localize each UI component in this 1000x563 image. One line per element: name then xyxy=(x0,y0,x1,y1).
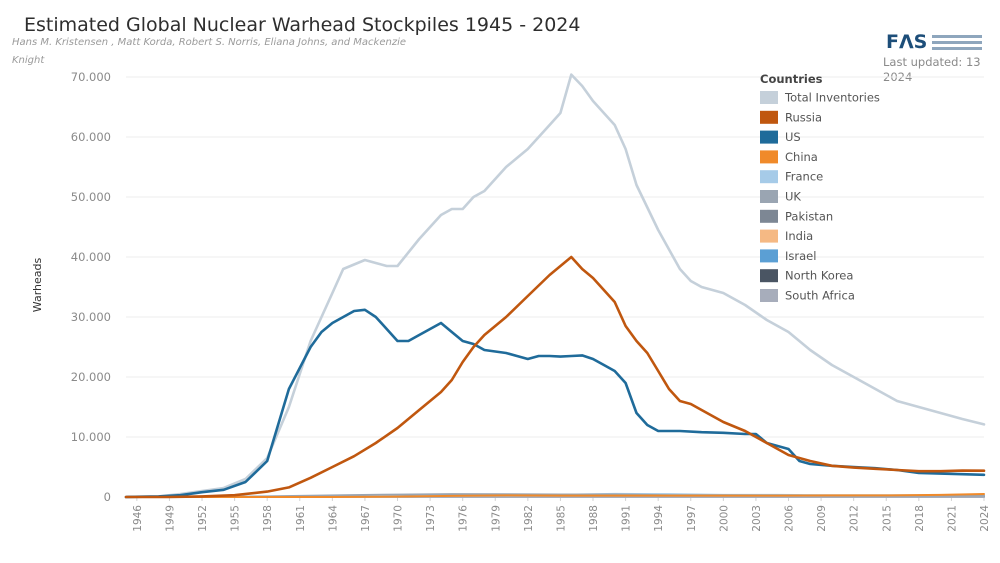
x-tick-label: 1955 xyxy=(230,505,242,532)
y-tick-label: 20.000 xyxy=(71,370,111,384)
y-tick-label: 50.000 xyxy=(71,190,111,204)
legend-swatch-india[interactable] xyxy=(760,229,778,243)
series-line-us[interactable] xyxy=(124,308,986,499)
x-tick-label: 1949 xyxy=(164,505,176,532)
series-line-russia[interactable] xyxy=(124,255,986,499)
x-tick-label: 1997 xyxy=(686,505,698,532)
x-tick-label: 1994 xyxy=(653,505,665,532)
fas-logo-wordmark xyxy=(932,35,982,50)
y-axis-label: Warheads xyxy=(31,258,44,313)
y-tick-label: 0 xyxy=(104,490,111,504)
x-tick-label: 2018 xyxy=(914,505,926,532)
x-tick-label: 1946 xyxy=(132,505,144,532)
x-tick-label: 1952 xyxy=(197,505,209,532)
legend-swatch-pakistan[interactable] xyxy=(760,209,778,223)
legend-swatch-south-africa[interactable] xyxy=(760,289,778,302)
x-tick-label: 1979 xyxy=(490,505,502,532)
x-tick-label: 1991 xyxy=(621,505,633,532)
x-tick-label: 1976 xyxy=(458,505,470,532)
x-tick-label: 2003 xyxy=(751,505,763,532)
x-tick-label: 2021 xyxy=(946,505,958,532)
x-tick-label: 1958 xyxy=(262,505,274,532)
x-tick-label: 2024 xyxy=(979,505,991,532)
fas-logo[interactable]: FΛS xyxy=(886,31,927,53)
series-line-china[interactable] xyxy=(125,493,985,498)
legend-item-india[interactable]: India xyxy=(785,229,813,243)
legend-title: Countries xyxy=(760,72,823,86)
series-lines xyxy=(124,73,986,499)
chart-subtitle-authors: Hans M. Kristensen , Matt Korda, Robert … xyxy=(12,37,406,48)
y-tick-label: 10.000 xyxy=(71,430,111,444)
x-tick-label: 1967 xyxy=(360,505,372,532)
legend-swatch-israel[interactable] xyxy=(760,249,778,263)
legend-swatch-us[interactable] xyxy=(760,130,778,144)
legend-swatch-total-inventories[interactable] xyxy=(760,91,778,104)
y-tick-label: 70.000 xyxy=(71,70,111,84)
x-tick-label: 1961 xyxy=(295,505,307,532)
legend-item-total-inventories[interactable]: Total Inventories xyxy=(784,91,880,105)
x-tick-label: 2012 xyxy=(849,505,861,532)
legend-swatch-russia[interactable] xyxy=(760,110,778,124)
x-tick-label: 1973 xyxy=(425,505,437,532)
y-tick-label: 30.000 xyxy=(71,310,111,324)
gridlines xyxy=(126,76,984,498)
legend: Countries Total Inventories Russia US China… xyxy=(760,72,880,303)
legend-swatch-china[interactable] xyxy=(760,150,778,164)
legend-item-russia[interactable]: Russia xyxy=(785,110,822,124)
x-tick-label: 1970 xyxy=(393,505,405,532)
x-tick-label: 1985 xyxy=(555,505,567,532)
series-line-total-inventories[interactable] xyxy=(124,73,986,499)
legend-item-france[interactable]: France xyxy=(785,170,823,184)
x-tick-label: 2009 xyxy=(816,505,828,532)
x-tick-label: 1964 xyxy=(327,505,339,532)
x-tick-label: 1982 xyxy=(523,505,535,532)
x-tick-label: 1988 xyxy=(588,505,600,532)
y-tick-label: 60.000 xyxy=(71,130,111,144)
legend-item-uk[interactable]: UK xyxy=(785,190,801,204)
legend-item-pakistan[interactable]: Pakistan xyxy=(785,209,833,223)
legend-item-china[interactable]: China xyxy=(785,150,818,164)
x-tick-label: 2015 xyxy=(881,505,893,532)
legend-swatch-uk[interactable] xyxy=(760,190,778,203)
last-updated-label: Last updated: 13 xyxy=(883,55,981,69)
legend-item-us[interactable]: US xyxy=(785,130,801,144)
legend-item-south-africa[interactable]: South Africa xyxy=(785,289,855,303)
legend-swatch-north-korea[interactable] xyxy=(760,269,778,283)
x-tick-label: 2000 xyxy=(718,505,730,532)
chart-subtitle-authors-cont: Knight xyxy=(12,55,45,66)
legend-swatch-france[interactable] xyxy=(760,170,778,184)
legend-item-north-korea[interactable]: North Korea xyxy=(785,269,853,283)
x-tick-label: 2006 xyxy=(784,505,796,532)
y-tick-label: 40.000 xyxy=(71,250,111,264)
legend-item-israel[interactable]: Israel xyxy=(785,249,816,263)
chart-title: Estimated Global Nuclear Warhead Stockpi… xyxy=(24,14,580,36)
